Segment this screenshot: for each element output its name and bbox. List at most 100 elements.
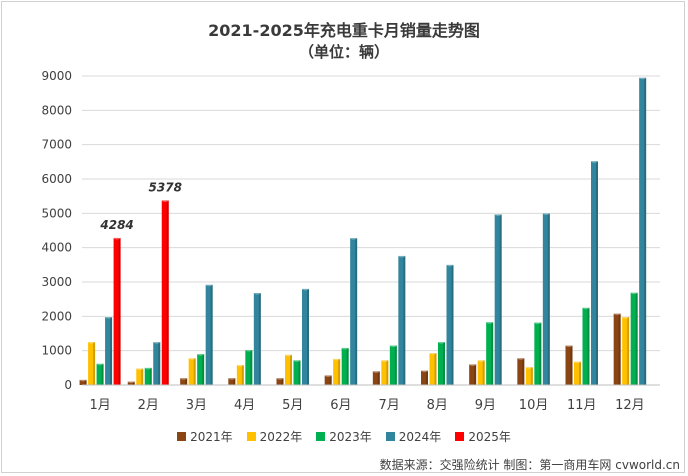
bar-top [494, 212, 502, 216]
bar-2024年-7月 [398, 255, 406, 385]
bar-2023年-6月 [341, 347, 349, 385]
bar-top [622, 315, 630, 319]
x-tick-label: 9月 [475, 398, 496, 413]
bar-2025年-2月 [161, 200, 169, 385]
bar-2024年-9月 [494, 214, 502, 385]
bar-shade [158, 342, 161, 385]
bar-top [228, 376, 236, 380]
bar-2021年-12月 [613, 313, 621, 385]
bar-2022年-7月 [381, 360, 389, 385]
bar-top [136, 367, 144, 371]
bar-top [197, 352, 205, 356]
y-tick-label: 9000 [41, 69, 72, 83]
bar-shade [210, 284, 213, 385]
bar-shade [618, 313, 621, 385]
bar-top [429, 351, 437, 355]
bar-2022年-9月 [477, 360, 485, 385]
x-tick-label: 8月 [427, 398, 448, 413]
y-tick-label: 5000 [41, 206, 72, 220]
bar-2024年-5月 [302, 288, 309, 385]
bar-2021年-5月 [276, 378, 284, 385]
bar-top [381, 358, 389, 362]
bar-2024年-2月 [153, 342, 161, 385]
x-tick-label: 5月 [282, 398, 303, 413]
bar-shade [355, 238, 358, 385]
bar-shade [101, 363, 104, 385]
bar-shade [539, 322, 542, 385]
bar-shade [627, 317, 630, 385]
bar-top [446, 263, 454, 267]
bar-top [245, 348, 253, 352]
bar-shade [110, 317, 113, 385]
bar-2022年-11月 [574, 361, 581, 385]
bar-shade [233, 378, 236, 385]
bar-top [253, 291, 261, 295]
bar-2023年-10月 [534, 322, 542, 385]
y-tick-label: 7000 [41, 138, 72, 152]
x-tick-label: 12月 [615, 398, 645, 413]
bar-shade [434, 353, 437, 385]
bar-top [236, 363, 244, 367]
y-tick-label: 1000 [41, 344, 72, 358]
x-tick-label: 1月 [89, 398, 110, 413]
bar-shade [522, 358, 525, 385]
bar-top [565, 344, 573, 348]
chart-subtitle: （单位：辆） [298, 43, 389, 61]
bar-2024年-3月 [205, 284, 213, 385]
bar-shade [426, 370, 428, 385]
bar-2022年-5月 [285, 354, 292, 385]
bar-2023年-3月 [197, 354, 205, 385]
x-tick-label: 6月 [330, 398, 351, 413]
bar-shade [451, 264, 454, 385]
chart-legend: 2021年 2022年 2023年 2024年 2025年 [0, 428, 688, 445]
bar-top [188, 356, 196, 360]
legend-label: 2025年 [468, 430, 511, 444]
legend-item: 2023年 [316, 428, 372, 445]
bar-2024年-8月 [446, 264, 454, 385]
bar-top [639, 76, 647, 80]
x-tick-label: 11月 [567, 398, 597, 413]
legend-label: 2021年 [190, 430, 233, 444]
bar-shade [570, 345, 573, 385]
bar-top [205, 283, 213, 287]
bar-shade [166, 200, 169, 385]
bar-top [542, 211, 550, 215]
bar-top [79, 378, 87, 382]
bar-top [421, 369, 428, 373]
bar-top [582, 306, 590, 310]
bar-shade [141, 368, 144, 385]
bar-shade [118, 237, 121, 385]
data-source: 数据来源：交强险统计 制图：第一商用车网 cvworld.cn [379, 458, 680, 472]
bar-shade [596, 161, 598, 385]
bar-shade [635, 292, 638, 385]
data-label: 4284 [99, 218, 133, 232]
bar-shade [394, 345, 397, 385]
bar-2021年-9月 [469, 364, 477, 385]
bar-top [127, 380, 135, 384]
bar-2021年-11月 [565, 345, 573, 385]
legend-label: 2023年 [329, 430, 372, 444]
y-tick-label: 3000 [41, 275, 72, 289]
bar-top [153, 340, 161, 344]
bar-top [477, 358, 485, 362]
bar-2023年-1月 [96, 363, 104, 385]
y-tick-label: 0 [64, 378, 72, 392]
bar-shade [149, 367, 152, 385]
bar-top [525, 365, 533, 369]
y-tick-label: 4000 [41, 241, 72, 255]
bar-2022年-2月 [136, 368, 144, 385]
bar-shade [530, 367, 533, 385]
bar-2022年-6月 [333, 358, 341, 385]
bar-top [372, 369, 380, 373]
bar-2022年-4月 [236, 365, 244, 385]
bar-2022年-8月 [429, 353, 437, 385]
bar-shade [346, 347, 349, 385]
bar-top [96, 362, 104, 366]
legend-swatch [385, 432, 395, 441]
y-tick-label: 8000 [41, 103, 72, 117]
bar-top [350, 236, 358, 240]
bar-shade [474, 364, 477, 385]
bar-shade [258, 292, 261, 385]
bar-shade [587, 307, 590, 385]
bar-top [486, 320, 494, 324]
